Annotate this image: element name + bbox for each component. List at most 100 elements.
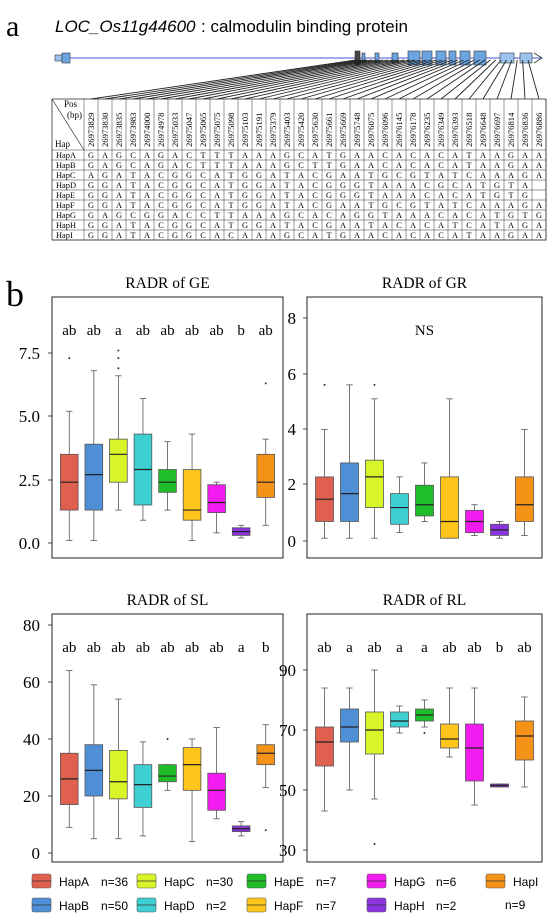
allele-cell: T	[326, 161, 331, 170]
box-iqr	[340, 708, 359, 743]
exon	[54, 54, 63, 62]
allele-cell: A	[270, 171, 276, 180]
allele-cell: C	[200, 191, 206, 200]
legend-item-hapc: HapC n=30	[136, 873, 233, 889]
allele-cell: T	[284, 181, 289, 190]
allele-cell: A	[466, 181, 472, 190]
allele-cell: A	[270, 151, 276, 160]
allele-cell: A	[382, 191, 388, 200]
allele-cell: G	[340, 151, 346, 160]
allele-cell: G	[256, 201, 262, 210]
allele-cell: G	[354, 211, 360, 220]
allele-cell: T	[424, 201, 429, 210]
allele-cell: C	[158, 231, 164, 240]
snp-connector	[244, 59, 416, 100]
allele-cell: T	[228, 201, 233, 210]
allele-cell: G	[508, 161, 514, 170]
box-hapi: ab	[256, 323, 275, 526]
allele-cell: T	[466, 151, 471, 160]
significance-letter: ab	[517, 640, 531, 656]
allele-cell: C	[438, 151, 444, 160]
allele-cell: A	[536, 161, 542, 170]
haplotype-name: HapI	[56, 231, 73, 240]
y-tick-label: 0	[288, 532, 297, 551]
allele-cell: T	[284, 201, 289, 210]
allele-cell: A	[494, 231, 500, 240]
allele-cell: A	[382, 221, 388, 230]
position-label: 26976096	[380, 112, 390, 147]
allele-cell: A	[116, 221, 122, 230]
allele-cell: C	[466, 201, 472, 210]
allele-cell: A	[480, 211, 486, 220]
allele-cell: A	[214, 221, 220, 230]
allele-cell: C	[424, 221, 430, 230]
box-iqr	[515, 720, 534, 761]
snp-connector	[132, 59, 373, 100]
box-hapf: ab	[182, 323, 202, 541]
allele-cell: G	[522, 191, 528, 200]
allele-cell: C	[186, 211, 192, 220]
position-label: 26975748	[352, 113, 362, 147]
box-iqr	[340, 462, 359, 522]
haplotype-table: Pos (bp) Hap 26973829 26973830 26973835 269…	[51, 98, 547, 241]
allele-cell: T	[284, 221, 289, 230]
legend-name: HapB	[59, 899, 89, 913]
allele-cell: T	[130, 231, 135, 240]
allele-cell: A	[508, 201, 514, 210]
allele-cell: G	[172, 181, 178, 190]
allele-cell: T	[368, 171, 373, 180]
allele-cell: A	[522, 181, 528, 190]
allele-cell: A	[298, 191, 304, 200]
significance-letter: ab	[136, 323, 150, 339]
allele-cell: C	[396, 171, 402, 180]
significance-letter: b	[237, 323, 245, 339]
y-tick-label: 80	[23, 616, 40, 635]
allele-cell: G	[256, 171, 262, 180]
allele-cell: T	[284, 191, 289, 200]
allele-cell: T	[130, 221, 135, 230]
box-iqr	[515, 476, 534, 522]
allele-cell: G	[326, 181, 332, 190]
allele-cell: A	[396, 181, 402, 190]
outlier-point	[117, 349, 120, 352]
chart-title: RADR of SL	[127, 592, 209, 609]
allele-cell: A	[368, 231, 374, 240]
allele-cell: G	[102, 181, 108, 190]
allele-cell: T	[228, 211, 233, 220]
exon	[519, 52, 533, 64]
allele-cell: A	[536, 171, 542, 180]
allele-cell: A	[354, 171, 360, 180]
allele-cell: G	[354, 181, 360, 190]
allele-cell: A	[494, 171, 500, 180]
table-header-pos: Pos	[64, 99, 78, 109]
allele-cell: G	[340, 191, 346, 200]
box-iqr	[158, 764, 177, 783]
y-tick-label: 7.5	[19, 344, 40, 363]
allele-cell: T	[494, 221, 499, 230]
allele-cell: A	[480, 231, 486, 240]
position-label: 26973983	[128, 113, 138, 147]
allele-cell: C	[158, 191, 164, 200]
significance-letter: ab	[87, 323, 101, 339]
box-hapb: a	[340, 640, 359, 791]
snp-connector	[342, 59, 453, 100]
allele-cell: A	[368, 161, 374, 170]
allele-cell: G	[494, 191, 500, 200]
allele-cell: C	[312, 201, 318, 210]
box-iqr	[365, 459, 384, 508]
allele-cell: G	[88, 191, 94, 200]
allele-cell: A	[480, 151, 486, 160]
legend-name: HapF	[274, 899, 303, 913]
allele-cell: C	[438, 161, 444, 170]
snp-connector	[216, 59, 405, 100]
allele-cell: T	[228, 181, 233, 190]
allele-cell: G	[116, 161, 122, 170]
plot-frame	[51, 613, 284, 863]
allele-cell: T	[466, 161, 471, 170]
legend-name: HapH	[394, 899, 425, 913]
allele-cell: A	[354, 151, 360, 160]
allele-cell: A	[340, 211, 346, 220]
plot-frame	[306, 613, 543, 863]
